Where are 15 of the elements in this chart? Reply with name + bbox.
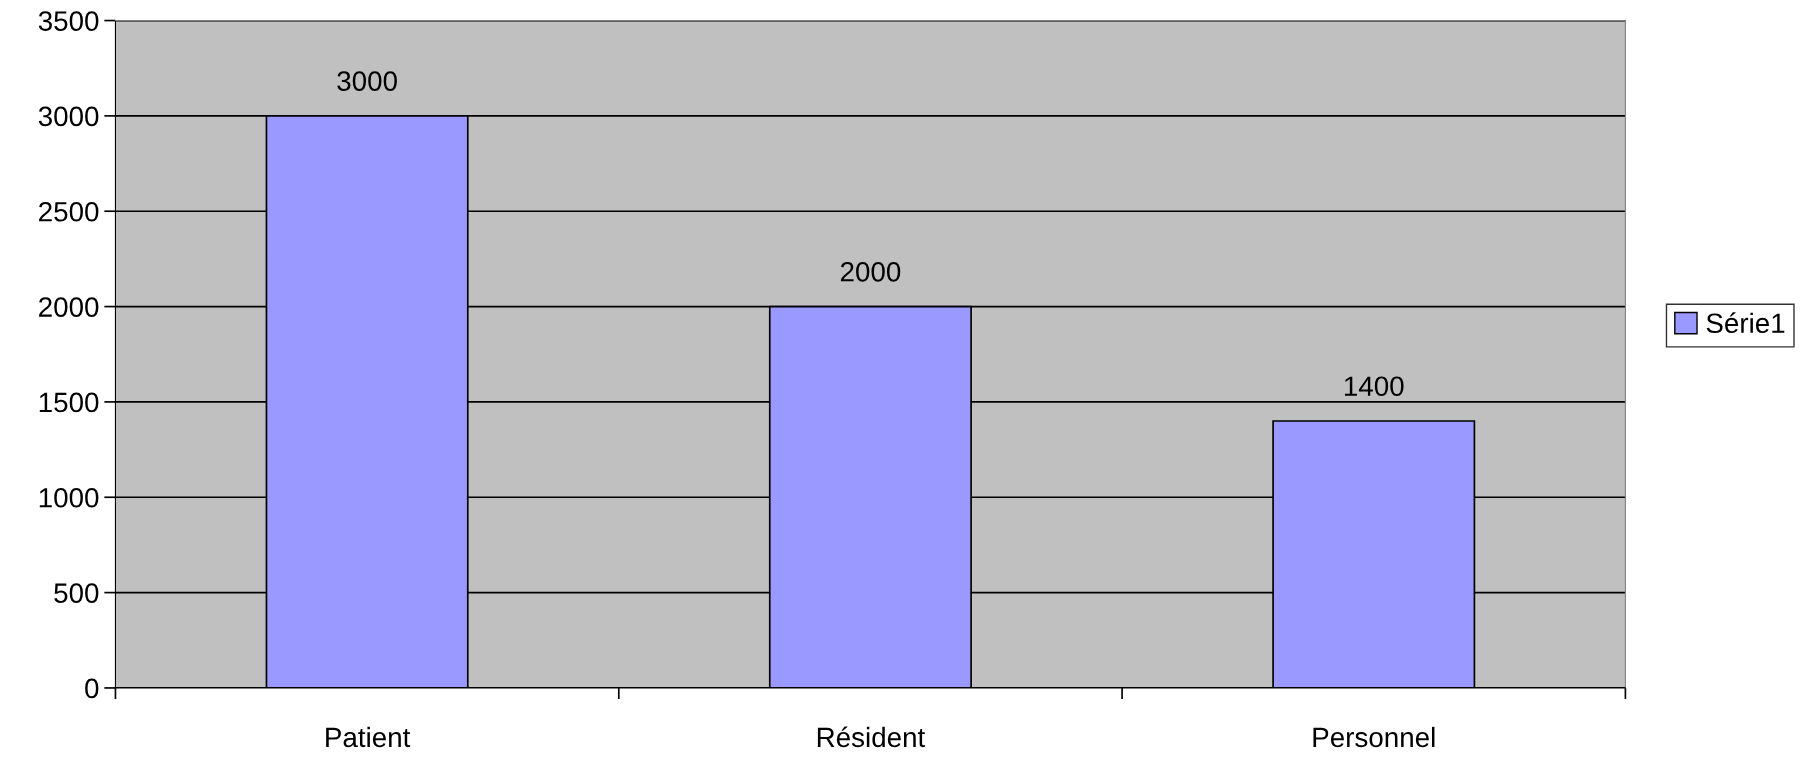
y-tick-label: 2500 [39, 201, 99, 222]
data-label: 1400 [1344, 376, 1404, 397]
x-tick-label: Personnel [1313, 726, 1435, 748]
y-tick-label: 2000 [39, 297, 99, 317]
y-tick-label: 1000 [39, 487, 99, 508]
y-tick-label: 3000 [38, 106, 99, 127]
y-tick-label: 500 [54, 583, 99, 603]
data-label: 3000 [337, 71, 397, 91]
legend-label: Série1 [1706, 312, 1785, 334]
data-label: 2000 [840, 261, 901, 282]
y-tick-label: 0 [85, 678, 99, 699]
x-tick-label: Résident [817, 726, 926, 748]
x-tick-label: Patient [326, 726, 411, 748]
y-tick-label: 3500 [38, 11, 99, 31]
y-tick-label: 1500 [39, 392, 99, 413]
